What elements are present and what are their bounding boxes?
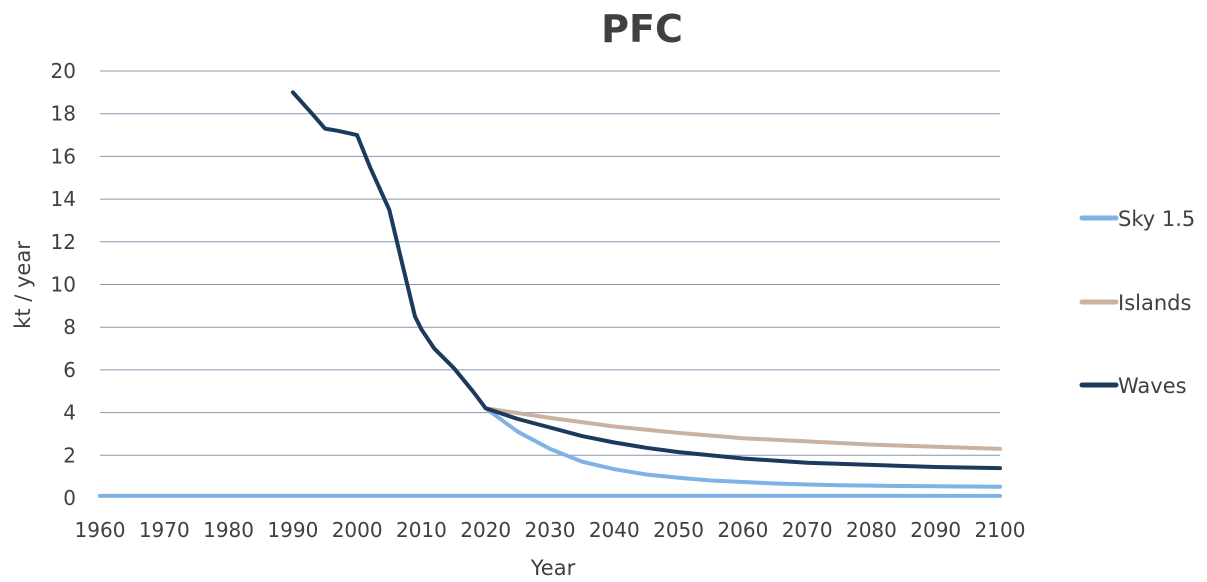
x-axis-label: Year (530, 556, 576, 580)
x-tick-label: 2050 (653, 518, 704, 542)
y-tick-label: 18 (51, 102, 76, 126)
x-tick-label: 2100 (975, 518, 1026, 542)
y-tick-label: 12 (51, 230, 76, 254)
gridlines (100, 70, 1000, 456)
y-tick-label: 10 (51, 273, 76, 297)
y-tick-label: 0 (63, 486, 76, 510)
x-tick-label: 1960 (75, 518, 126, 542)
x-axis-ticks: 1960 1970 1980 1990 2000 2010 2020 2030 2040 2050… (75, 518, 1026, 542)
legend-item-sky-1-5: Sky 1.5 (1079, 207, 1195, 231)
series-lines (98, 90, 1002, 498)
x-tick-label: 2010 (396, 518, 447, 542)
legend: Sky 1.5 Islands Waves (1079, 207, 1195, 398)
x-tick-label: 2030 (525, 518, 576, 542)
legend-item-islands: Islands (1079, 291, 1191, 315)
x-tick-label: 2080 (846, 518, 897, 542)
y-tick-label: 16 (51, 144, 76, 168)
y-tick-label: 2 (63, 443, 76, 467)
y-tick-label: 14 (51, 187, 76, 211)
legend-label: Waves (1118, 374, 1187, 398)
x-tick-label: 2020 (460, 518, 511, 542)
series-line-sky-1-5 (483, 406, 1002, 489)
legend-label: Sky 1.5 (1118, 207, 1195, 231)
x-tick-label: 2070 (782, 518, 833, 542)
x-tick-label: 2060 (717, 518, 768, 542)
y-tick-label: 4 (63, 401, 76, 425)
y-axis-label: kt / year (11, 241, 35, 329)
x-tick-label: 1990 (267, 518, 318, 542)
x-tick-label: 1980 (203, 518, 254, 542)
chart-title: PFC (601, 7, 683, 51)
y-axis-ticks: 0 2 4 6 8 10 12 14 16 18 20 (51, 59, 76, 510)
y-tick-label: 20 (51, 59, 76, 83)
series-line-waves (290, 90, 1002, 471)
legend-item-waves: Waves (1079, 374, 1187, 398)
y-tick-label: 8 (63, 315, 76, 339)
series-line-islands (483, 406, 1002, 451)
x-tick-label: 2000 (332, 518, 383, 542)
x-tick-label: 1970 (139, 518, 190, 542)
x-tick-label: 2040 (589, 518, 640, 542)
x-tick-label: 2090 (910, 518, 961, 542)
y-tick-label: 6 (63, 358, 76, 382)
legend-label: Islands (1118, 291, 1191, 315)
